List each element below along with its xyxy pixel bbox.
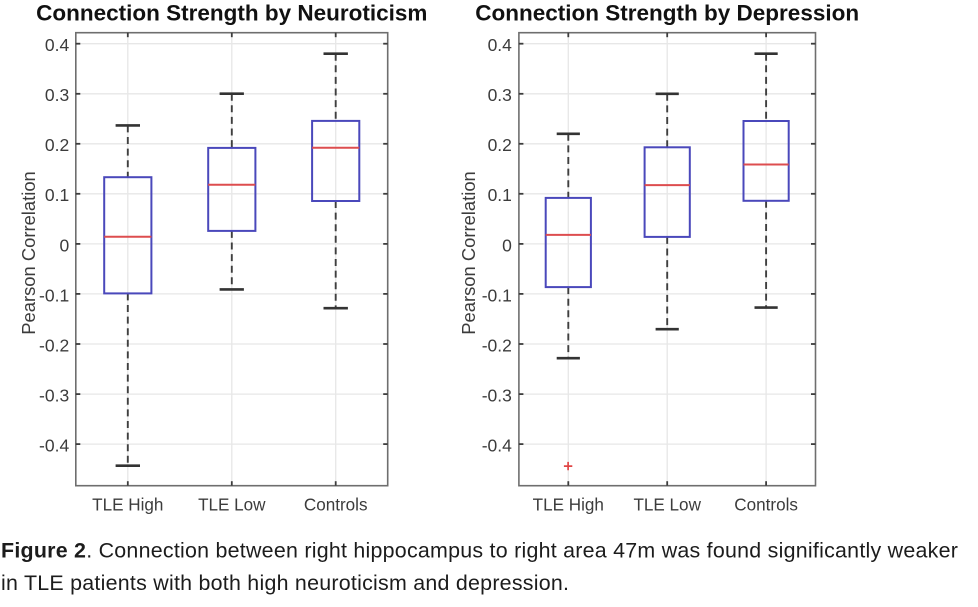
svg-text:0.3: 0.3 (488, 85, 512, 105)
svg-text:TLE High: TLE High (92, 495, 163, 514)
svg-text:TLE High: TLE High (533, 495, 604, 514)
svg-text:0.1: 0.1 (488, 185, 512, 205)
svg-text:Figure 2. Connection between r: Figure 2. Connection between right hippo… (1, 539, 958, 563)
svg-text:0.4: 0.4 (45, 35, 70, 55)
svg-text:Pearson Correlation: Pearson Correlation (458, 171, 479, 335)
svg-text:in TLE patients with both high: in TLE patients with both high neurotici… (1, 571, 569, 595)
svg-text:-0.4: -0.4 (39, 436, 69, 456)
svg-text:0: 0 (59, 235, 69, 255)
svg-text:-0.3: -0.3 (39, 385, 69, 405)
svg-text:Controls: Controls (734, 495, 798, 514)
svg-text:-0.1: -0.1 (482, 285, 512, 305)
svg-text:0: 0 (502, 235, 512, 255)
svg-text:-0.3: -0.3 (482, 385, 512, 405)
svg-text:Controls: Controls (304, 495, 368, 514)
svg-text:-0.1: -0.1 (39, 285, 69, 305)
svg-text:-0.2: -0.2 (482, 335, 512, 355)
svg-text:TLE Low: TLE Low (633, 495, 701, 514)
svg-text:0.1: 0.1 (45, 185, 69, 205)
svg-text:0.2: 0.2 (488, 135, 512, 155)
svg-text:Connection Strength by Depress: Connection Strength by Depression (475, 0, 859, 25)
svg-text:TLE Low: TLE Low (198, 495, 266, 514)
svg-text:-0.2: -0.2 (39, 335, 69, 355)
svg-text:0.2: 0.2 (45, 135, 69, 155)
svg-text:Pearson Correlation: Pearson Correlation (18, 171, 39, 335)
svg-text:Connection Strength by Neuroti: Connection Strength by Neuroticism (36, 0, 427, 25)
svg-text:0.3: 0.3 (45, 85, 69, 105)
svg-text:0.4: 0.4 (488, 35, 513, 55)
svg-text:-0.4: -0.4 (482, 436, 512, 456)
